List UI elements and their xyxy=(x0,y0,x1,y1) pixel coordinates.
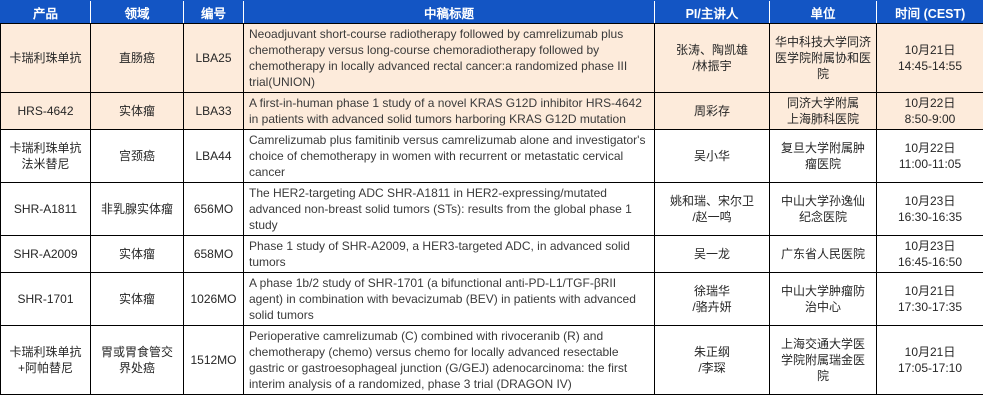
cell-title: Neoadjuvant short-course radiotherapy fo… xyxy=(243,23,655,93)
cell-area: 非乳腺实体瘤 xyxy=(90,182,184,236)
header-row: 产品 领域 编号 中稿标题 PI/主讲人 单位 时间 (CEST) xyxy=(0,0,983,24)
cell-area: 直肠癌 xyxy=(90,23,184,93)
table-row: SHR-A1811 非乳腺实体瘤 656MO The HER2-targeting A… xyxy=(0,182,983,236)
table-row: 卡瑞利珠单抗 直肠癌 LBA25 Neoadjuvant short-course r… xyxy=(0,23,983,93)
table-row: 卡瑞利珠单抗 +阿帕替尼 胃或胃食管交 界处癌 1512MO Perioperativ… xyxy=(0,325,983,395)
cell-title: Phase 1 study of SHR-A2009, a HER3-targe… xyxy=(243,235,655,273)
column-header-time: 时间 (CEST) xyxy=(876,0,983,24)
cell-area: 实体瘤 xyxy=(90,235,184,273)
cell-code: LBA44 xyxy=(183,129,244,183)
cell-pi: 徐瑞华 /骆卉妍 xyxy=(654,272,770,326)
cell-title: Perioperative camrelizumab (C) combined … xyxy=(243,325,655,395)
cell-time: 10月21日 17:05-17:10 xyxy=(876,325,983,395)
cell-time: 10月23日 16:30-16:35 xyxy=(876,182,983,236)
cell-title: A phase 1b/2 study of SHR-1701 (a bifunc… xyxy=(243,272,655,326)
cell-code: LBA33 xyxy=(183,92,244,130)
cell-product: 卡瑞利珠单抗 法米替尼 xyxy=(0,129,91,183)
abstracts-table: 产品 领域 编号 中稿标题 PI/主讲人 单位 时间 (CEST) 卡瑞利珠单抗 直肠癌 LBA… xyxy=(0,0,983,395)
table-body: 卡瑞利珠单抗 直肠癌 LBA25 Neoadjuvant short-course r… xyxy=(0,23,983,395)
table-header: 产品 领域 编号 中稿标题 PI/主讲人 单位 时间 (CEST) xyxy=(0,0,983,24)
cell-product: SHR-A1811 xyxy=(0,182,91,236)
cell-product: SHR-1701 xyxy=(0,272,91,326)
cell-title: The HER2-targeting ADC SHR-A1811 in HER2… xyxy=(243,182,655,236)
cell-pi: 张涛、陶凯雄 /林振宇 xyxy=(654,23,770,93)
cell-code: 1512MO xyxy=(183,325,244,395)
cell-pi: 吴小华 xyxy=(654,129,770,183)
cell-title: A first-in-human phase 1 study of a nove… xyxy=(243,92,655,130)
cell-time: 10月21日 14:45-14:55 xyxy=(876,23,983,93)
cell-code: LBA25 xyxy=(183,23,244,93)
cell-area: 宫颈癌 xyxy=(90,129,184,183)
cell-org: 复旦大学附属肿 瘤医院 xyxy=(769,129,877,183)
cell-product: SHR-A2009 xyxy=(0,235,91,273)
cell-org: 华中科技大学同济医学院附属协和医院 xyxy=(769,23,877,93)
column-header-org: 单位 xyxy=(769,0,877,24)
column-header-code: 编号 xyxy=(183,0,244,24)
cell-product: 卡瑞利珠单抗 +阿帕替尼 xyxy=(0,325,91,395)
column-header-title: 中稿标题 xyxy=(243,0,655,24)
cell-pi: 周彩存 xyxy=(654,92,770,130)
column-header-product: 产品 xyxy=(0,0,91,24)
cell-area: 实体瘤 xyxy=(90,92,184,130)
table-row: 卡瑞利珠单抗 法米替尼 宫颈癌 LBA44 Camrelizumab plus fam… xyxy=(0,129,983,183)
cell-area: 胃或胃食管交 界处癌 xyxy=(90,325,184,395)
cell-title: Camrelizumab plus famitinib versus camre… xyxy=(243,129,655,183)
cell-org: 中山大学肿瘤防 治中心 xyxy=(769,272,877,326)
cell-org: 广东省人民医院 xyxy=(769,235,877,273)
cell-code: 1026MO xyxy=(183,272,244,326)
cell-org: 中山大学孙逸仙 纪念医院 xyxy=(769,182,877,236)
table-row: SHR-1701 实体瘤 1026MO A phase 1b/2 study of S… xyxy=(0,272,983,326)
cell-code: 656MO xyxy=(183,182,244,236)
cell-org: 上海交通大学医 学院附属瑞金医 院 xyxy=(769,325,877,395)
cell-pi: 朱正纲 /李琛 xyxy=(654,325,770,395)
cell-product: HRS-4642 xyxy=(0,92,91,130)
cell-area: 实体瘤 xyxy=(90,272,184,326)
cell-time: 10月22日 11:00-11:05 xyxy=(876,129,983,183)
table-row: HRS-4642 实体瘤 LBA33 A first-in-human phase 1… xyxy=(0,92,983,130)
cell-code: 658MO xyxy=(183,235,244,273)
cell-product: 卡瑞利珠单抗 xyxy=(0,23,91,93)
column-header-area: 领域 xyxy=(90,0,184,24)
column-header-pi: PI/主讲人 xyxy=(654,0,770,24)
cell-time: 10月21日 17:30-17:35 xyxy=(876,272,983,326)
table-row: SHR-A2009 实体瘤 658MO Phase 1 study of SHR-A2… xyxy=(0,235,983,273)
cell-org: 同济大学附属 上海肺科医院 xyxy=(769,92,877,130)
cell-time: 10月23日 16:45-16:50 xyxy=(876,235,983,273)
cell-pi: 吴一龙 xyxy=(654,235,770,273)
cell-pi: 姚和瑞、宋尔卫 /赵一鸣 xyxy=(654,182,770,236)
cell-time: 10月22日 8:50-9:00 xyxy=(876,92,983,130)
